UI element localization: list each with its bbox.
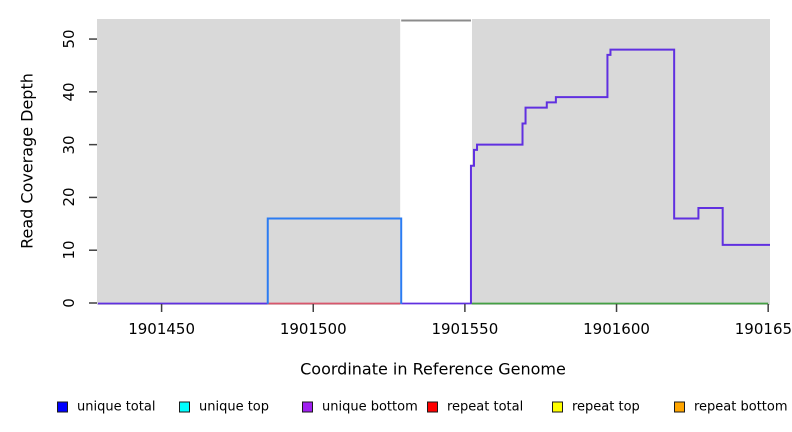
x-axis-title: Coordinate in Reference Genome [300, 359, 566, 379]
x-tick-label: 1901550 [431, 320, 499, 338]
legend-label: repeat top [572, 399, 640, 415]
legend-item-repeat-bottom: repeat bottom [674, 400, 788, 415]
y-tick-label: 30 [60, 135, 78, 155]
legend-item-repeat-top: repeat top [552, 400, 640, 415]
x-tick-label: 1901500 [279, 320, 347, 338]
x-tick-label: 1901600 [583, 320, 650, 338]
legend-label: repeat bottom [694, 399, 788, 415]
legend-swatch-icon [674, 401, 685, 413]
masked-region-band [400, 19, 472, 305]
legend-label: unique bottom [322, 399, 418, 415]
y-tick-label: 10 [60, 240, 78, 260]
legend-swatch-icon [179, 401, 190, 413]
legend-swatch-icon [552, 401, 563, 413]
legend-label: repeat total [447, 399, 524, 415]
legend-item-repeat-total: repeat total [427, 400, 523, 415]
legend-item-unique-top: unique top [179, 400, 269, 415]
y-axis-title: Read Coverage Depth [17, 73, 37, 249]
legend-swatch-icon [57, 401, 68, 413]
unique-coverage-step-curve [469, 48, 770, 304]
legend-swatch-icon [302, 401, 313, 413]
y-tick-label: 50 [60, 29, 78, 49]
legend-item-unique-total: unique total [57, 400, 155, 415]
legend-label: unique total [77, 399, 156, 415]
x-tick-label: 1901450 [128, 320, 195, 338]
y-tick-label: 40 [60, 82, 78, 102]
y-tick-label: 0 [60, 298, 78, 308]
y-tick-label: 20 [60, 187, 78, 207]
legend-swatch-icon [427, 401, 438, 413]
blue-coverage-rect [266, 217, 403, 304]
legend-item-unique-bottom: unique bottom [302, 400, 418, 415]
legend-label: unique top [199, 399, 270, 415]
x-tick-label: 1901650 [734, 320, 792, 338]
